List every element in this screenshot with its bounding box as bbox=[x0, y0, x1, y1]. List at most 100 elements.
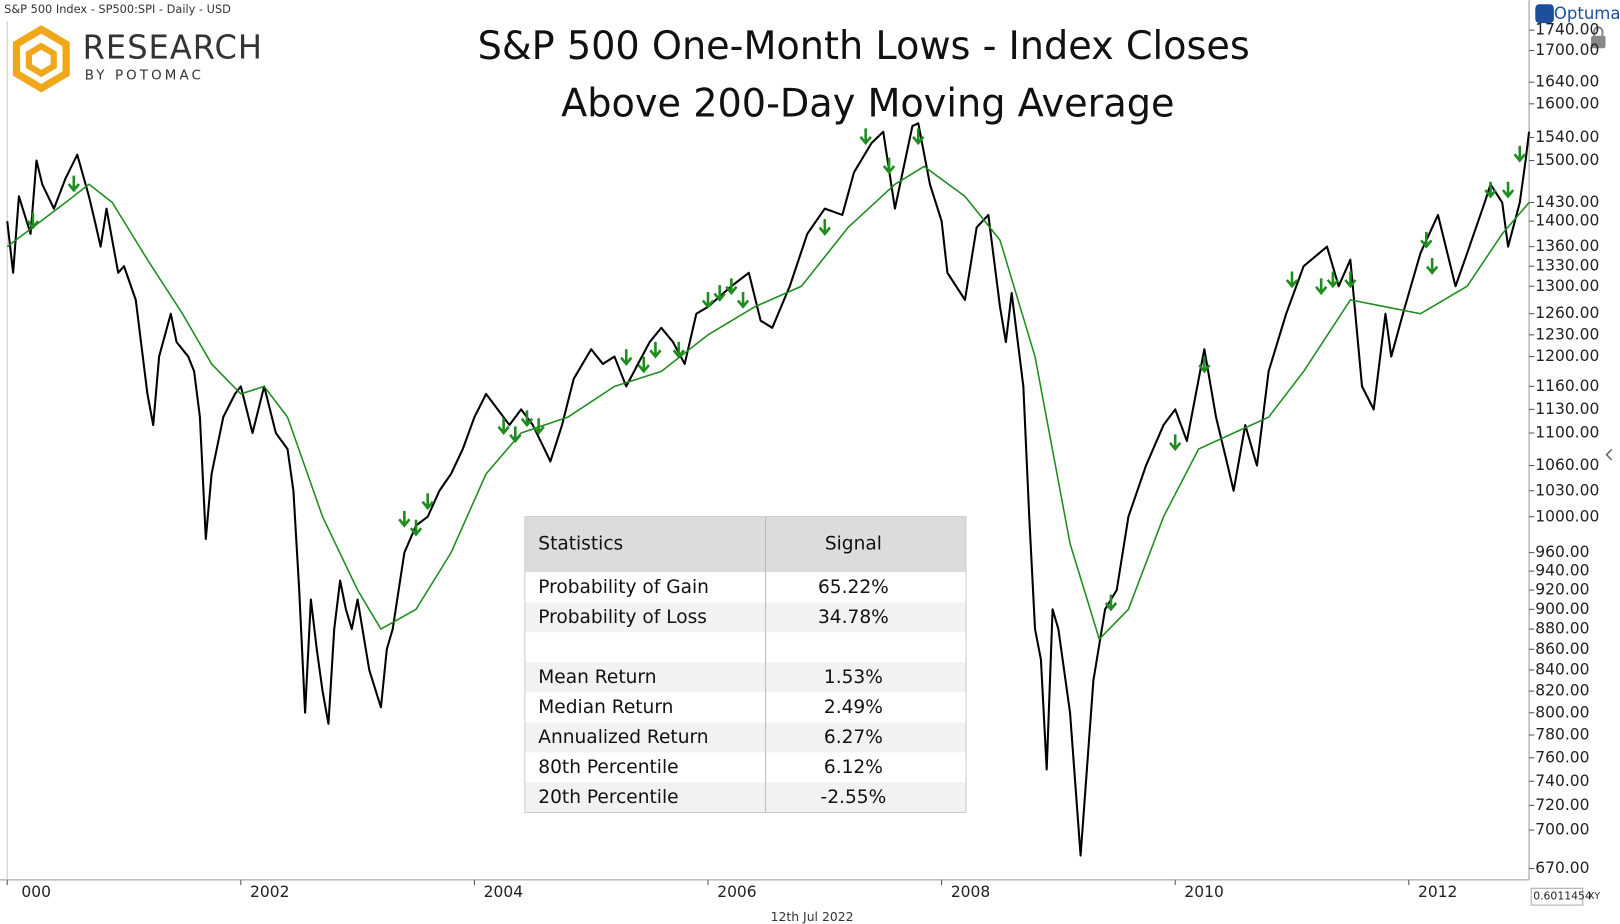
logo-hexagon bbox=[12, 25, 70, 93]
signal-arrow bbox=[509, 426, 522, 444]
x-tick-label: 2006 bbox=[717, 883, 756, 901]
table-cell: 6.12% bbox=[824, 757, 883, 778]
brand: RESEARCH bbox=[83, 28, 263, 66]
signal-arrow bbox=[725, 278, 738, 296]
signal-arrow bbox=[1425, 258, 1439, 275]
y-tick-label: 1030.00 bbox=[1535, 481, 1599, 499]
cursor-mode[interactable]: XY bbox=[1588, 891, 1600, 902]
table-row-bg bbox=[524, 602, 967, 633]
y-tick-label: 1200.00 bbox=[1535, 347, 1599, 365]
signal-arrow bbox=[1484, 181, 1497, 199]
symbol-line: S&P 500 Index - SP500:SPI - Daily - USD bbox=[4, 2, 231, 16]
y-tick-label: 1600.00 bbox=[1535, 94, 1599, 112]
series-line bbox=[6, 165, 1530, 640]
signal-arrow bbox=[398, 510, 411, 528]
table-cell: Median Return bbox=[538, 697, 673, 718]
y-tick-label: 1740.00 bbox=[1535, 21, 1599, 39]
vendor-icon bbox=[1535, 4, 1554, 24]
table-row-bg bbox=[524, 722, 967, 753]
vendor: Optuma bbox=[1554, 4, 1620, 23]
y-tick-label: 960.00 bbox=[1535, 543, 1589, 561]
y-tick-label: 1330.00 bbox=[1535, 257, 1599, 275]
signal-arrow bbox=[421, 493, 434, 511]
table-cell: 20th Percentile bbox=[538, 787, 678, 808]
logo-inner bbox=[25, 42, 57, 78]
signal-arrow bbox=[1104, 594, 1118, 612]
collapse-arrow[interactable] bbox=[1605, 448, 1613, 461]
signal-arrow bbox=[859, 128, 872, 146]
y-tick-label: 1700.00 bbox=[1535, 41, 1599, 59]
logo bbox=[12, 25, 70, 93]
y-tick-label: 920.00 bbox=[1535, 580, 1589, 598]
y-tick-label: 1640.00 bbox=[1535, 73, 1599, 91]
signal-arrow bbox=[882, 157, 896, 175]
x-tick-label: 2002 bbox=[250, 883, 289, 901]
x-tick-label: 000 bbox=[21, 883, 51, 901]
y-tick-label: 1230.00 bbox=[1535, 325, 1599, 343]
table-border bbox=[524, 516, 967, 814]
signal-arrow bbox=[497, 418, 510, 436]
y-tick-label: 720.00 bbox=[1535, 796, 1589, 814]
y-tick-label: 820.00 bbox=[1535, 682, 1589, 700]
chart-title: Above 200-Day Moving Average bbox=[561, 81, 1174, 126]
table-cell: Probability of Loss bbox=[538, 607, 707, 628]
y-tick-label: 670.00 bbox=[1535, 859, 1589, 877]
table-row-bg bbox=[524, 782, 967, 813]
y-tick-label: 1540.00 bbox=[1535, 128, 1599, 146]
y-tick-label: 840.00 bbox=[1535, 660, 1589, 678]
table-cell: 6.27% bbox=[824, 727, 883, 748]
lock-icon[interactable] bbox=[1591, 35, 1606, 49]
y-tick-label: 1060.00 bbox=[1535, 456, 1599, 474]
y-tick-label: 700.00 bbox=[1535, 821, 1589, 839]
signal-arrow bbox=[912, 128, 925, 146]
y-tick-label: 1000.00 bbox=[1535, 507, 1599, 525]
signal-arrow bbox=[818, 219, 831, 236]
table-cell: 2.49% bbox=[824, 697, 883, 718]
table-header: Statistics bbox=[538, 533, 623, 554]
table-cell: Annualized Return bbox=[538, 727, 708, 748]
y-tick-label: 780.00 bbox=[1535, 725, 1589, 743]
table-header-bg bbox=[524, 516, 967, 573]
y-tick-label: 1100.00 bbox=[1535, 423, 1599, 441]
y-tick-label: 760.00 bbox=[1535, 748, 1589, 766]
table-cell: 80th Percentile bbox=[538, 757, 678, 778]
y-tick-label: 940.00 bbox=[1535, 562, 1589, 580]
y-tick-label: 900.00 bbox=[1535, 600, 1589, 618]
plot-area bbox=[6, 122, 1531, 857]
y-tick-label: 1430.00 bbox=[1535, 193, 1599, 211]
signal-arrow bbox=[26, 212, 40, 230]
signal-arrow bbox=[1315, 278, 1328, 296]
table-row-bg bbox=[524, 572, 967, 603]
cursor-box bbox=[1530, 887, 1584, 906]
cursor-value: 0.6011454 bbox=[1533, 890, 1592, 903]
x-tick-label: 2012 bbox=[1418, 883, 1457, 901]
table-cell: 34.78% bbox=[818, 607, 889, 628]
signal-arrow bbox=[1513, 145, 1526, 163]
signal-arrow bbox=[649, 341, 662, 359]
signal-arrow bbox=[1169, 434, 1182, 452]
y-tick-label: 1500.00 bbox=[1535, 151, 1599, 169]
y-tick-label: 1260.00 bbox=[1535, 304, 1599, 322]
signal-arrow bbox=[736, 292, 750, 309]
series-line bbox=[6, 122, 1531, 857]
x-tick-label: 2008 bbox=[951, 883, 990, 901]
stats-table: Statistics Signal Probability of Gain 65.22… bbox=[524, 516, 967, 814]
y-tick-label: 1360.00 bbox=[1535, 237, 1599, 255]
chart-title: S&P 500 One-Month Lows - Index Closes bbox=[478, 24, 1250, 69]
brand-sub: BY POTOMAC bbox=[85, 68, 204, 84]
signal-arrow bbox=[637, 356, 650, 374]
lock-shackle bbox=[1593, 26, 1604, 36]
y-tick-label: 1130.00 bbox=[1535, 400, 1599, 418]
signal-arrow bbox=[532, 418, 545, 436]
y-tick-label: 860.00 bbox=[1535, 640, 1589, 658]
y-tick-label: 1160.00 bbox=[1535, 377, 1599, 395]
table-row-bg bbox=[524, 692, 967, 723]
table-cell: 1.53% bbox=[824, 667, 883, 688]
signal-arrow bbox=[1198, 356, 1211, 374]
table-header: Signal bbox=[825, 533, 882, 554]
signal-arrow bbox=[520, 410, 534, 428]
y-tick-label: 800.00 bbox=[1535, 703, 1589, 721]
y-tick-label: 880.00 bbox=[1535, 619, 1589, 637]
signal-arrow bbox=[409, 519, 423, 537]
table-cell: 65.22% bbox=[818, 577, 889, 598]
